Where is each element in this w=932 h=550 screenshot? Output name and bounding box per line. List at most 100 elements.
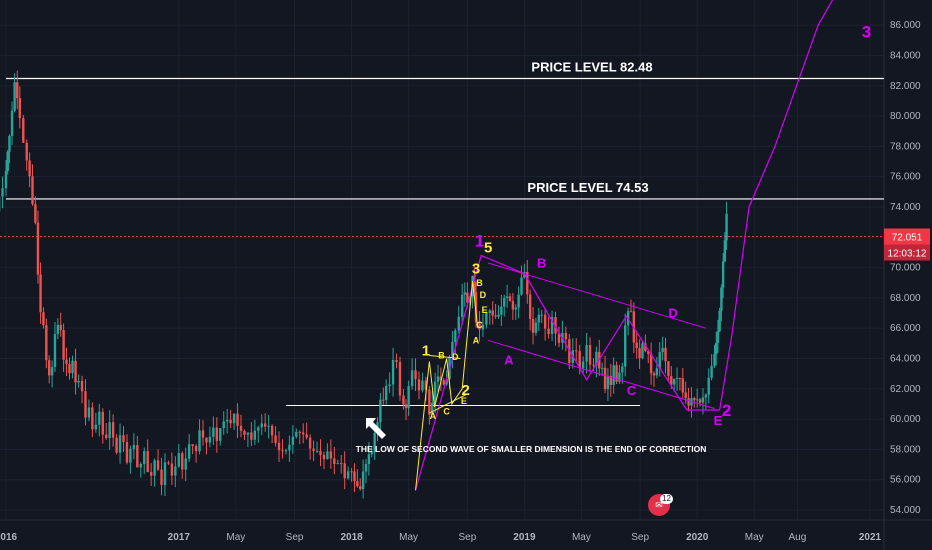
- candle-body: [361, 471, 365, 490]
- x-tick-label: May: [745, 532, 764, 543]
- candle-body: [693, 398, 696, 401]
- candle-body: [139, 463, 142, 468]
- candle-body: [194, 445, 198, 452]
- candle-body: [439, 376, 443, 381]
- minor-triangle-bottom: [429, 394, 466, 414]
- candle-body: [410, 370, 414, 386]
- candle-body: [526, 271, 529, 295]
- candle-body: [319, 450, 322, 456]
- candle-body: [681, 378, 684, 393]
- candle-body: [600, 367, 604, 369]
- current-price-text: 72.051: [892, 233, 923, 244]
- candle-body: [624, 325, 627, 367]
- minor-wave-label: B: [476, 278, 483, 288]
- candle-body: [277, 442, 281, 451]
- candle-body: [50, 367, 54, 376]
- candle-body: [225, 419, 229, 422]
- candle-body: [704, 394, 708, 398]
- candle-body: [136, 445, 139, 468]
- candle-body: [281, 450, 284, 452]
- candle-body: [433, 381, 437, 403]
- candle-body: [149, 472, 153, 476]
- candle-body: [1, 188, 4, 197]
- countdown-badge: [884, 244, 930, 261]
- candle-body: [243, 430, 246, 435]
- x-tick-label: 2021: [859, 532, 882, 543]
- candle-body: [174, 466, 177, 476]
- candle-body: [284, 450, 288, 452]
- candle-body: [13, 82, 16, 111]
- candle-body: [528, 294, 532, 319]
- candle-body: [315, 450, 319, 452]
- candle-body: [305, 434, 308, 438]
- candle-body: [457, 316, 460, 331]
- candle-body: [39, 274, 42, 313]
- candle-body: [494, 315, 497, 317]
- candle-body: [246, 432, 250, 435]
- candle-body: [36, 222, 40, 275]
- minor-wave-label: A: [473, 335, 480, 345]
- candle-body: [340, 463, 343, 465]
- candle-body: [118, 435, 122, 453]
- candle-body: [356, 481, 359, 487]
- candle-body: [65, 359, 68, 364]
- candle-body: [80, 380, 84, 392]
- candle-body: [664, 347, 667, 362]
- candle-body: [537, 314, 540, 323]
- candle-body: [698, 399, 702, 403]
- candle-body: [554, 317, 557, 334]
- major-wave-label: 1: [475, 231, 484, 250]
- candle-body: [649, 353, 653, 374]
- candle-body: [6, 151, 9, 172]
- candle-body: [187, 444, 191, 459]
- candle-body: [478, 322, 481, 330]
- candle-body: [581, 361, 585, 369]
- y-tick-label: 74.000: [890, 202, 921, 213]
- price-badges: 72.051 12:03:12: [884, 228, 930, 261]
- y-tick-label: 56.000: [890, 475, 921, 486]
- major-wave-line: [414, 254, 720, 491]
- candle-body: [395, 360, 398, 362]
- minor-wave-label: E: [482, 305, 488, 315]
- candle-body: [612, 365, 615, 385]
- candle-body: [232, 413, 236, 424]
- candle-body: [288, 444, 291, 451]
- candle-body: [18, 98, 22, 119]
- candle-body: [424, 380, 428, 390]
- candle-body: [505, 296, 509, 298]
- y-tick-label: 70.000: [890, 263, 921, 274]
- candle-body: [421, 380, 424, 391]
- candle-body: [481, 324, 485, 330]
- candle-body: [236, 413, 239, 426]
- y-tick-label: 86.000: [890, 20, 921, 31]
- candle-body: [485, 312, 488, 325]
- candle-body: [122, 435, 125, 442]
- minor-wave-label: D: [480, 290, 487, 300]
- candle-body: [222, 421, 225, 429]
- candle-body: [125, 441, 129, 463]
- candle-body: [260, 423, 263, 428]
- x-tick-label: Sep: [286, 532, 304, 543]
- y-tick-label: 64.000: [890, 353, 921, 364]
- candle-body: [720, 287, 723, 311]
- candle-body: [326, 451, 329, 460]
- candle-body: [414, 370, 417, 380]
- candle-body: [198, 430, 201, 452]
- candle-body: [442, 380, 445, 385]
- candle-body: [68, 363, 71, 374]
- candle-body: [156, 460, 160, 470]
- countdown-text: 12:03:12: [888, 249, 927, 260]
- candle-body: [451, 342, 454, 357]
- candle-body: [391, 360, 395, 385]
- minor-wave-label: A: [430, 411, 437, 421]
- candle-body: [621, 366, 624, 373]
- price-level-label: PRICE LEVEL 74.53: [527, 180, 648, 195]
- candle-body: [87, 407, 91, 418]
- candle-body: [547, 328, 550, 335]
- x-tick-label: Sep: [458, 532, 476, 543]
- candle-body: [308, 437, 312, 449]
- candle-body: [684, 392, 687, 399]
- minor-wave-label: E: [461, 396, 467, 406]
